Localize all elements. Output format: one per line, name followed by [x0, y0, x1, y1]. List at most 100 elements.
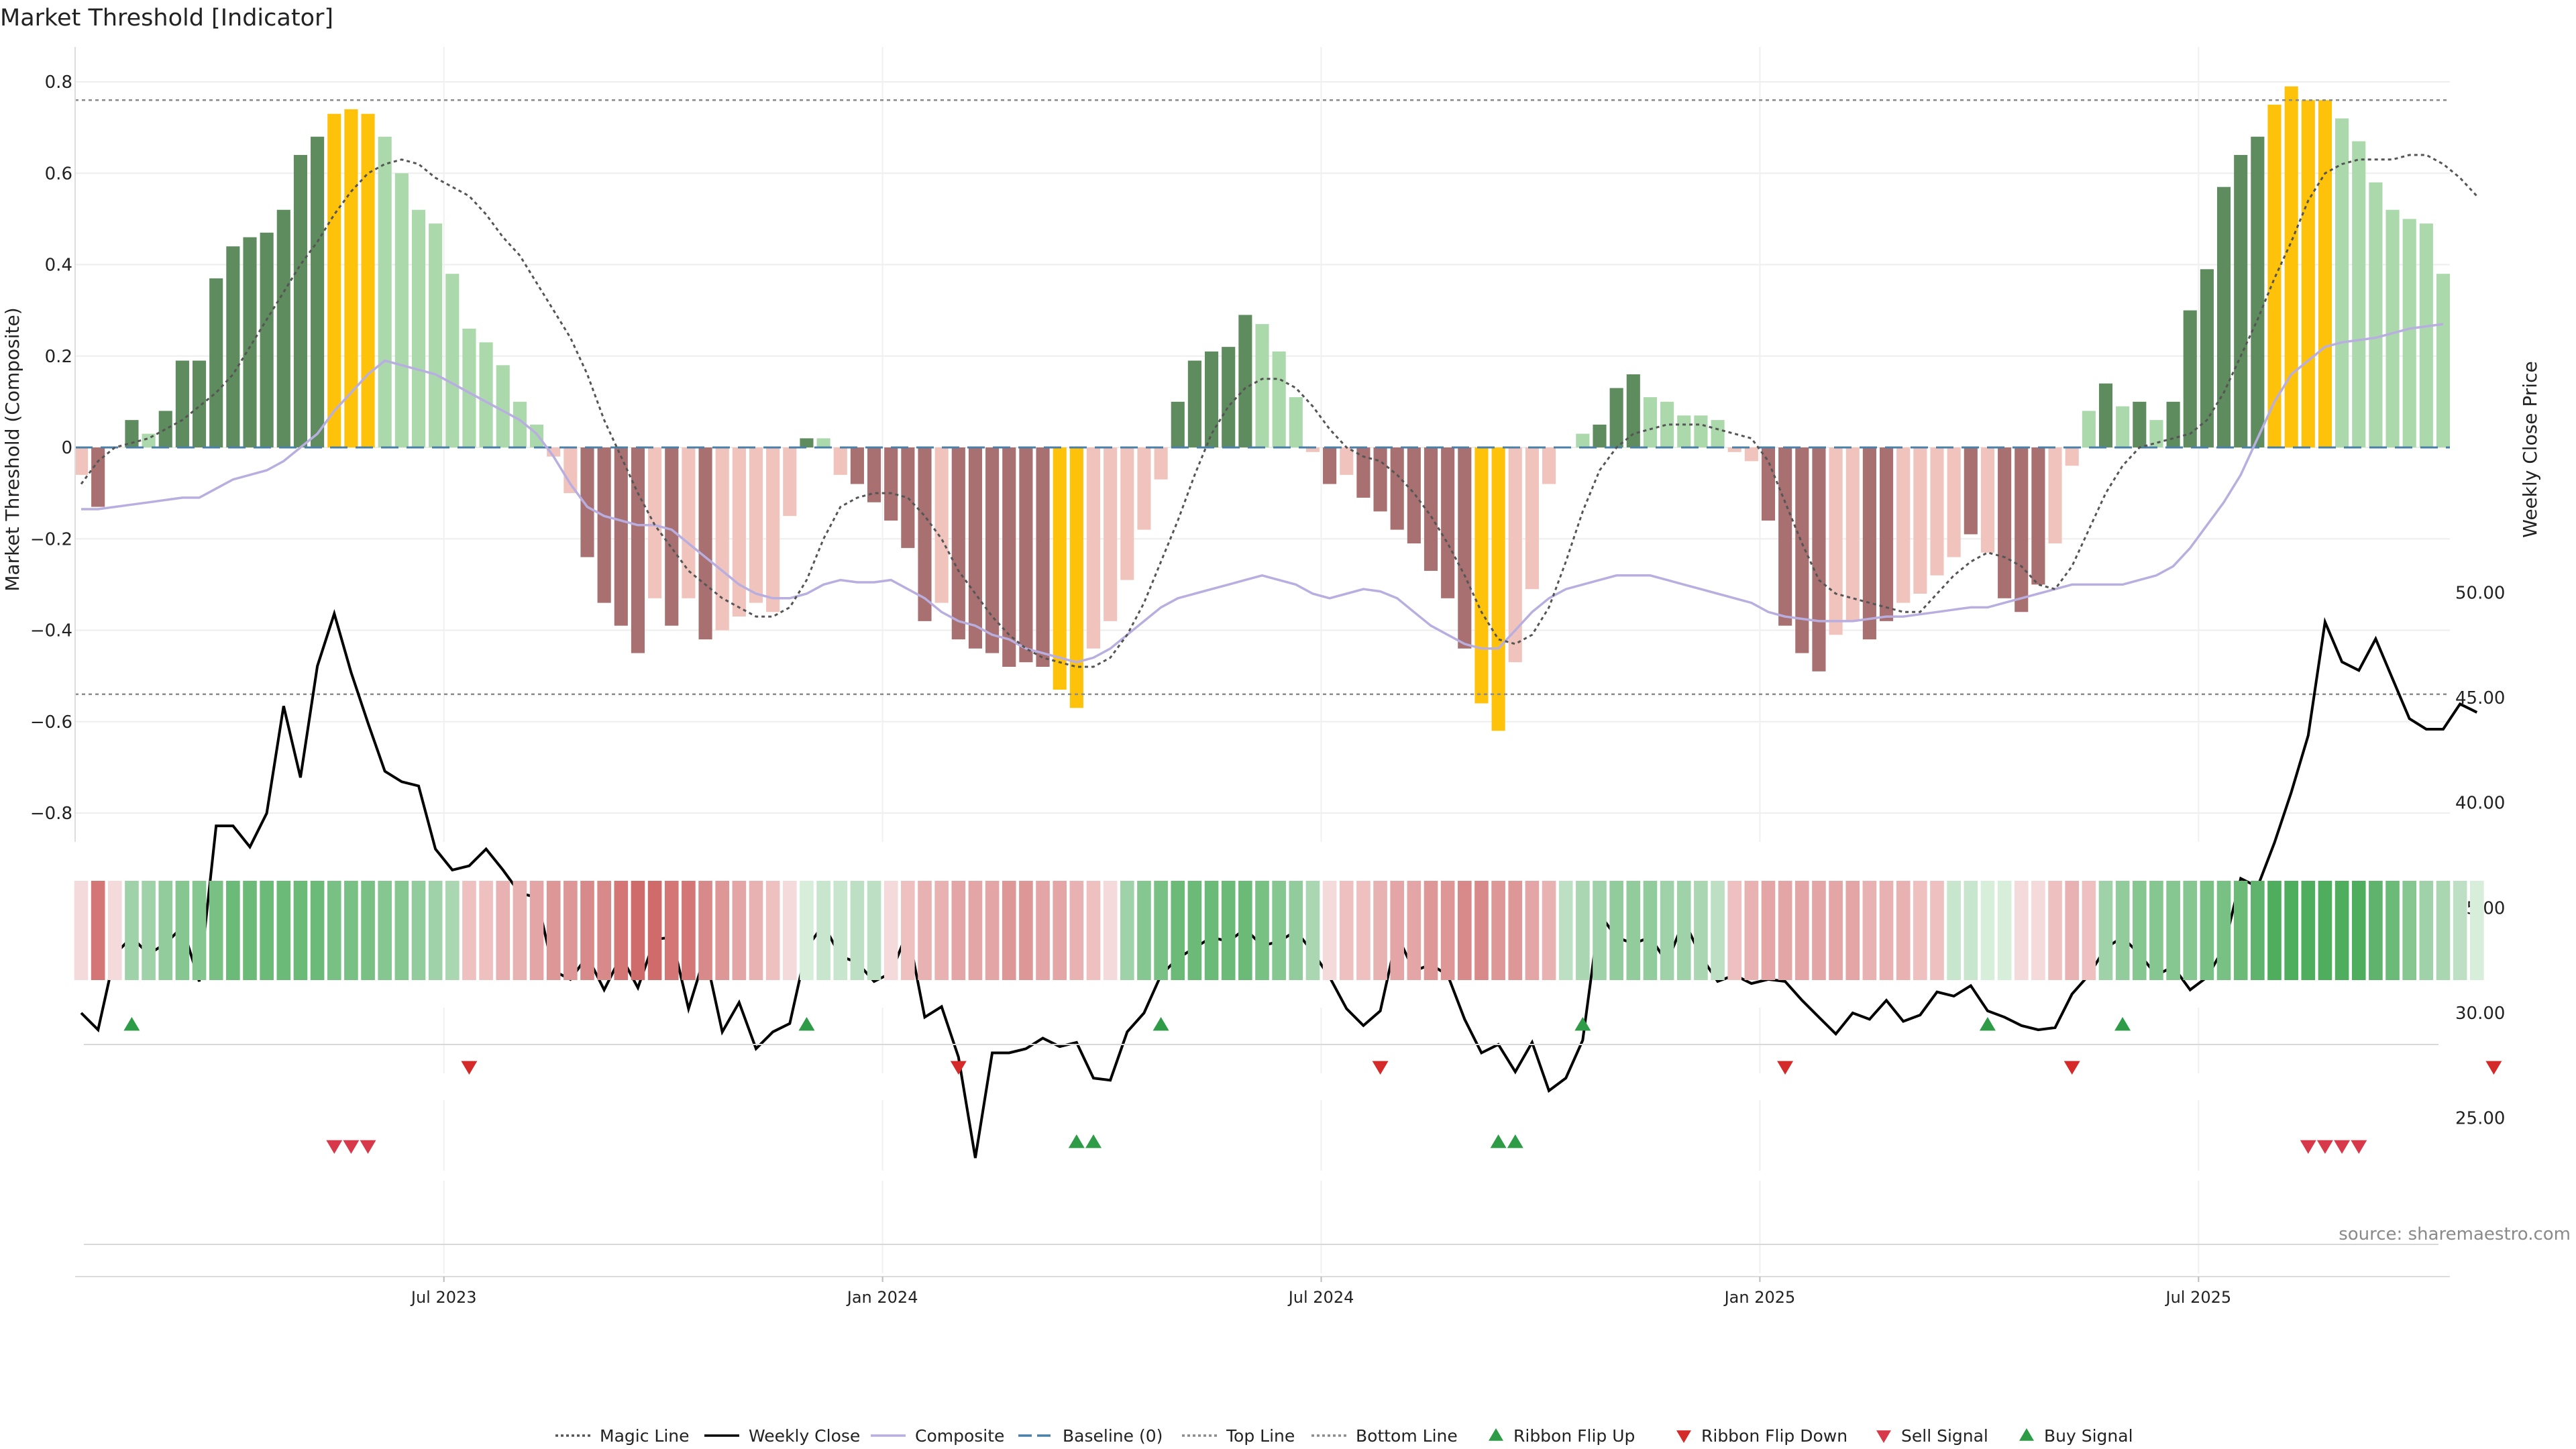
ribbon-cell: [1289, 881, 1303, 980]
composite-bar: [1458, 447, 1472, 649]
composite-bar: [1491, 447, 1505, 731]
composite-bar: [1305, 447, 1320, 452]
composite-bar: [2284, 86, 2298, 447]
composite-bar: [1356, 447, 1371, 498]
ribbon-flip-down-marker: [1777, 1061, 1794, 1075]
ribbon-cell: [800, 881, 814, 980]
ribbon-cell: [749, 881, 763, 980]
composite-bar: [2048, 447, 2062, 544]
ribbon-cell: [1238, 881, 1252, 980]
composite-bar: [631, 447, 645, 653]
ribbon-cell: [2200, 881, 2214, 980]
ribbon-cell: [597, 881, 611, 980]
y-axis-label: Market Threshold (Composite): [1, 307, 23, 591]
legend-label: Sell Signal: [1901, 1426, 1988, 1446]
y2-axis-label: Weekly Close Price: [2519, 361, 2541, 537]
ribbon-flip-up-marker: [798, 1017, 815, 1031]
composite-bar: [260, 232, 274, 447]
ribbon-cell: [1508, 881, 1523, 980]
ribbon-flip-up-marker: [2114, 1017, 2131, 1031]
ribbon-cell: [361, 881, 375, 980]
ribbon-cell: [918, 881, 932, 980]
ribbon-cell: [1694, 881, 1708, 980]
composite-bar: [698, 447, 712, 640]
composite-line: [81, 323, 2444, 664]
buy-signal-marker: [1507, 1134, 1523, 1148]
ribbon-cell: [546, 881, 561, 980]
y2-tick-label: 40.00: [2455, 794, 2505, 814]
composite-bar: [934, 447, 949, 603]
composite-bars: [74, 86, 2451, 731]
composite-bar: [597, 447, 611, 603]
composite-bar: [968, 447, 983, 649]
ribbon-cell: [883, 881, 898, 980]
ribbon-flip-up-marker: [1979, 1017, 1996, 1031]
composite-bar: [1255, 324, 1269, 447]
ribbon-cell: [833, 881, 848, 980]
composite-bar: [1964, 447, 1978, 535]
ribbon-cell: [1626, 881, 1641, 980]
composite-bar: [2200, 269, 2214, 447]
ribbon-cell: [2166, 881, 2180, 980]
ribbon-cell: [647, 881, 662, 980]
composite-bar: [1222, 347, 1236, 448]
composite-bar: [445, 274, 460, 448]
ribbon-cell: [732, 881, 747, 980]
legend-label: Top Line: [1226, 1426, 1295, 1446]
ribbon-cell: [2419, 881, 2434, 980]
ribbon-cell: [901, 881, 915, 980]
ribbon-cell: [2098, 881, 2113, 980]
y-tick-label: 0.4: [45, 256, 72, 276]
ribbon-cell: [1305, 881, 1320, 980]
ribbon-cell: [1761, 881, 1776, 980]
composite-bar: [344, 109, 358, 448]
composite-bar: [867, 447, 881, 502]
composite-bar: [614, 447, 628, 626]
legend: Magic Line Weekly Close Composite Baseline …: [555, 1426, 2133, 1446]
composite-bar: [1171, 401, 1185, 448]
composite-bar: [209, 278, 223, 447]
composite-bar: [2216, 186, 2231, 447]
ribbon-cell: [1474, 881, 1489, 980]
ribbon-cell: [1812, 881, 1826, 980]
ribbon-cell: [2385, 881, 2400, 980]
composite-bar: [800, 438, 814, 448]
composite-bar: [1593, 424, 1607, 447]
composite-bar: [311, 136, 325, 447]
ribbon-flip-down-marker: [1372, 1061, 1389, 1075]
ribbon-cell: [782, 881, 797, 980]
ribbon-cell: [1558, 881, 1573, 980]
composite-bar: [429, 223, 443, 447]
composite-bar: [2402, 219, 2416, 448]
composite-bar: [1694, 415, 1708, 447]
composite-bar: [1879, 447, 1894, 621]
ribbon-cell: [1676, 881, 1691, 980]
buy-signal-marker: [1490, 1134, 1507, 1148]
ribbon-cell: [2301, 881, 2316, 980]
ribbon-cell: [1778, 881, 1792, 980]
composite-bar: [648, 447, 662, 598]
composite-bar: [1744, 447, 1758, 462]
ribbon-cell: [74, 881, 89, 980]
ribbon-cell: [2065, 881, 2080, 980]
composite-bar: [327, 113, 341, 447]
composite-bar: [766, 447, 780, 612]
composite-bar: [378, 136, 392, 447]
composite-bar: [850, 447, 864, 484]
ribbon-cell: [1322, 881, 1337, 980]
composite-bar: [749, 447, 763, 603]
composite-bar: [2166, 401, 2180, 448]
composite-bar: [884, 447, 898, 521]
composite-bar: [361, 113, 375, 447]
x-tick-label: Jan 2024: [846, 1288, 918, 1307]
ribbon-cell: [276, 881, 291, 980]
composite-bar: [1272, 351, 1286, 447]
composite-bar: [175, 360, 189, 447]
ribbon-cell: [2318, 881, 2332, 980]
ribbon-flip-up-marker: [1574, 1017, 1591, 1031]
x-tick-label: Jul 2023: [410, 1288, 477, 1307]
composite-bar: [1778, 447, 1792, 626]
composite-bar: [564, 447, 578, 494]
composite-bar: [2133, 401, 2147, 448]
